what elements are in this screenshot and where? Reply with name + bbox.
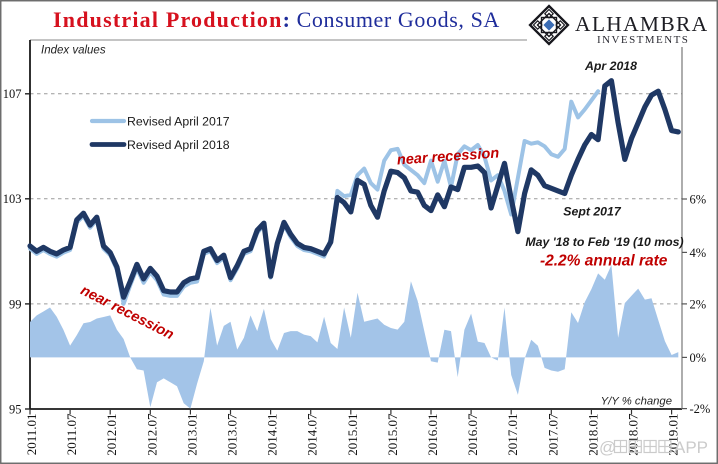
svg-text:May '18 to Feb '19 (10 mos): May '18 to Feb '19 (10 mos): [525, 235, 683, 249]
svg-text:2%: 2%: [690, 297, 707, 311]
svg-text:ALHAMBRA: ALHAMBRA: [575, 12, 708, 36]
svg-text:2013.07: 2013.07: [225, 413, 240, 456]
svg-text:2015.07: 2015.07: [385, 413, 400, 456]
svg-text:2019.01: 2019.01: [666, 414, 681, 456]
svg-text:2012.01: 2012.01: [104, 414, 119, 456]
svg-text:99: 99: [9, 297, 22, 311]
svg-text:-2.2% annual rate: -2.2% annual rate: [540, 253, 668, 270]
svg-text:Industrial Production: Consume: Industrial Production: Consumer Goods, S…: [53, 7, 500, 32]
svg-text:95: 95: [9, 402, 22, 416]
svg-text:INVESTMENTS: INVESTMENTS: [597, 34, 689, 46]
svg-text:2017.01: 2017.01: [505, 414, 520, 456]
svg-text:APP: APP: [674, 438, 708, 457]
svg-text:Index values: Index values: [41, 45, 106, 57]
svg-text:2013.01: 2013.01: [184, 414, 199, 456]
svg-text:Sept 2017: Sept 2017: [563, 205, 622, 219]
svg-text:2016.01: 2016.01: [425, 414, 440, 456]
svg-text:2018.07: 2018.07: [626, 413, 641, 456]
svg-text:Revised April 2018: Revised April 2018: [127, 138, 230, 152]
svg-text:Y/Y % change: Y/Y % change: [601, 396, 672, 408]
svg-text:103: 103: [3, 192, 22, 206]
svg-text:-2%: -2%: [690, 402, 711, 416]
svg-text:Apr 2018: Apr 2018: [584, 59, 637, 73]
svg-text:2012.07: 2012.07: [144, 413, 159, 456]
svg-text:6%: 6%: [690, 192, 707, 206]
svg-text:107: 107: [3, 87, 22, 101]
svg-text:2018.01: 2018.01: [585, 414, 600, 456]
svg-text:0%: 0%: [690, 351, 707, 365]
svg-text:2014.07: 2014.07: [305, 413, 320, 456]
svg-text:2011.01: 2011.01: [24, 414, 39, 456]
svg-text:Revised April 2017: Revised April 2017: [127, 114, 230, 128]
svg-text:2017.07: 2017.07: [545, 413, 560, 456]
svg-text:4%: 4%: [690, 246, 707, 260]
svg-text:2011.07: 2011.07: [64, 413, 79, 455]
svg-text:near recession: near recession: [396, 145, 499, 168]
svg-text:2015.01: 2015.01: [345, 414, 360, 456]
svg-text:2016.07: 2016.07: [465, 413, 480, 456]
svg-text:2014.01: 2014.01: [265, 414, 280, 456]
svg-text:@: @: [599, 438, 616, 457]
